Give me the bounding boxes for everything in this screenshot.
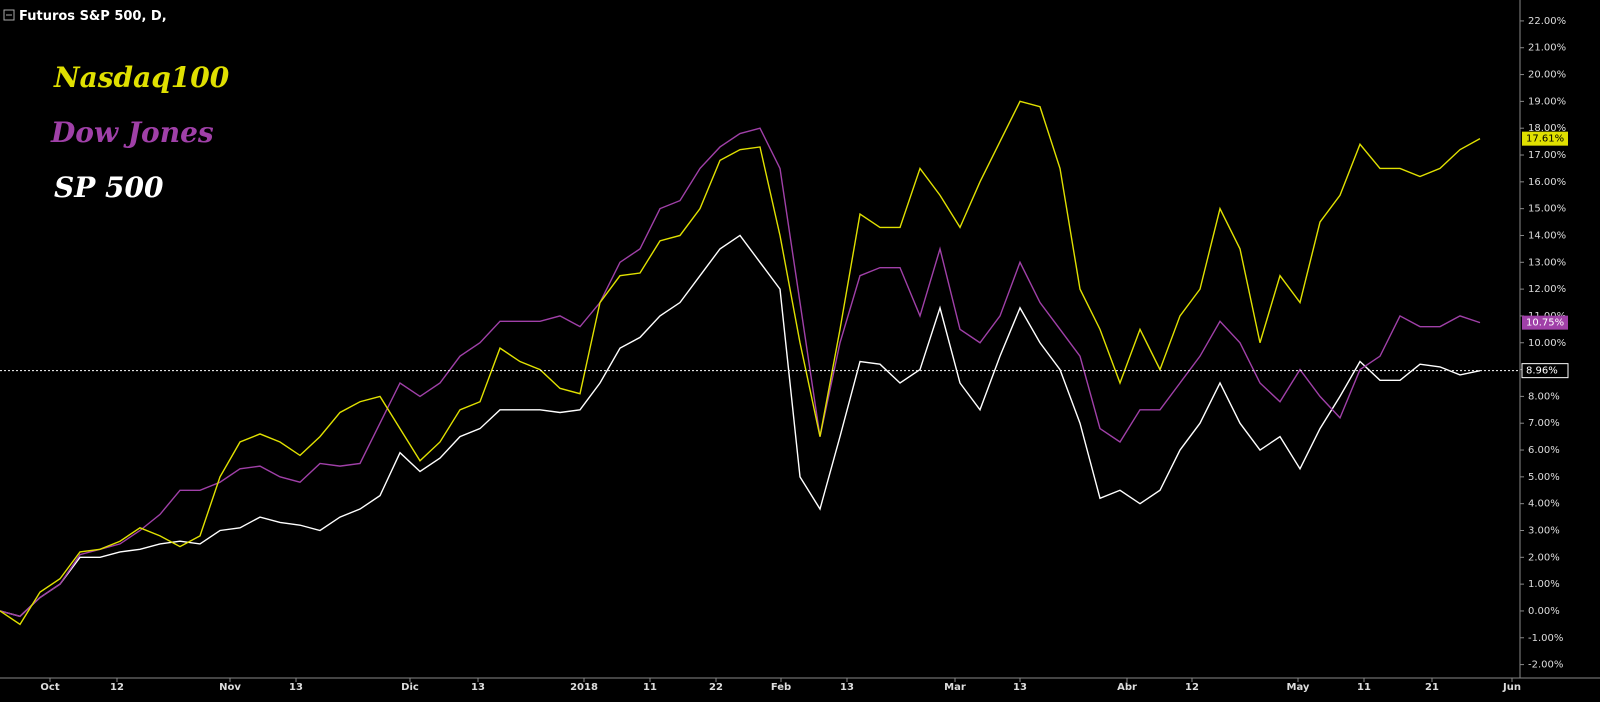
- y-tick-label: 8.00%: [1528, 391, 1560, 402]
- y-tick-label: 20.00%: [1528, 70, 1566, 81]
- x-tick-label: Oct: [40, 682, 59, 693]
- y-tick-label: -1.00%: [1528, 633, 1563, 644]
- legend-entry: Dow Jones: [50, 116, 214, 149]
- series-line: [0, 127, 1481, 618]
- y-tick-label: 22.00%: [1528, 16, 1566, 27]
- y-tick-label: 15.00%: [1528, 204, 1566, 215]
- x-tick-label: 13: [471, 682, 485, 693]
- x-tick-label: 11: [1357, 682, 1371, 693]
- last-value-label: 17.61%: [1526, 134, 1564, 145]
- x-tick-label: Mar: [944, 682, 966, 693]
- y-tick-label: 19.00%: [1528, 96, 1566, 107]
- x-tick-label: Jun: [1502, 682, 1521, 693]
- y-tick-label: 13.00%: [1528, 257, 1566, 268]
- last-value-badge: [1522, 131, 1568, 146]
- legend-entry: Nasdaq100: [53, 61, 230, 94]
- collapse-icon[interactable]: [3, 9, 15, 21]
- y-tick-label: 14.00%: [1528, 230, 1566, 241]
- y-tick-label: 16.00%: [1528, 177, 1566, 188]
- plot-area: [0, 100, 1481, 626]
- y-tick-label: 18.00%: [1528, 123, 1566, 134]
- y-tick-label: 3.00%: [1528, 525, 1560, 536]
- y-tick-label: 4.00%: [1528, 499, 1560, 510]
- x-tick-label: 22: [709, 682, 723, 693]
- x-tick-label: Nov: [219, 682, 241, 693]
- legend-entry: SP 500: [54, 171, 164, 204]
- last-value-badge: [1522, 315, 1568, 330]
- x-tick-label: 13: [840, 682, 854, 693]
- last-value-label: 10.75%: [1526, 318, 1564, 329]
- series-line: [0, 234, 1481, 618]
- y-tick-label: 10.00%: [1528, 338, 1566, 349]
- x-tick-label: 13: [289, 682, 303, 693]
- x-tick-label: Feb: [771, 682, 791, 693]
- chart-title: Futuros S&P 500, D,: [19, 9, 167, 24]
- y-tick-label: 6.00%: [1528, 445, 1560, 456]
- y-tick-label: 12.00%: [1528, 284, 1566, 295]
- y-tick-label: 0.00%: [1528, 606, 1560, 617]
- last-value-badge: [1521, 363, 1569, 379]
- last-value-label: 8.96%: [1526, 366, 1558, 377]
- y-tick-label: 7.00%: [1528, 418, 1560, 429]
- y-tick-label: -2.00%: [1528, 660, 1563, 671]
- x-tick-label: Dic: [401, 682, 419, 693]
- y-tick-label: 1.00%: [1528, 579, 1560, 590]
- x-tick-label: 12: [1185, 682, 1199, 693]
- y-tick-label: 21.00%: [1528, 43, 1566, 54]
- series-line: [0, 100, 1481, 626]
- y-tick-label: 5.00%: [1528, 472, 1560, 483]
- x-tick-label: 13: [1013, 682, 1027, 693]
- y-tick-label: 2.00%: [1528, 552, 1560, 563]
- x-tick-label: 12: [110, 682, 124, 693]
- x-tick-label: 21: [1425, 682, 1439, 693]
- y-tick-label: 17.00%: [1528, 150, 1566, 161]
- x-tick-label: 2018: [570, 682, 598, 693]
- x-tick-label: May: [1287, 682, 1310, 693]
- x-tick-label: Abr: [1117, 682, 1137, 693]
- x-tick-label: 11: [643, 682, 657, 693]
